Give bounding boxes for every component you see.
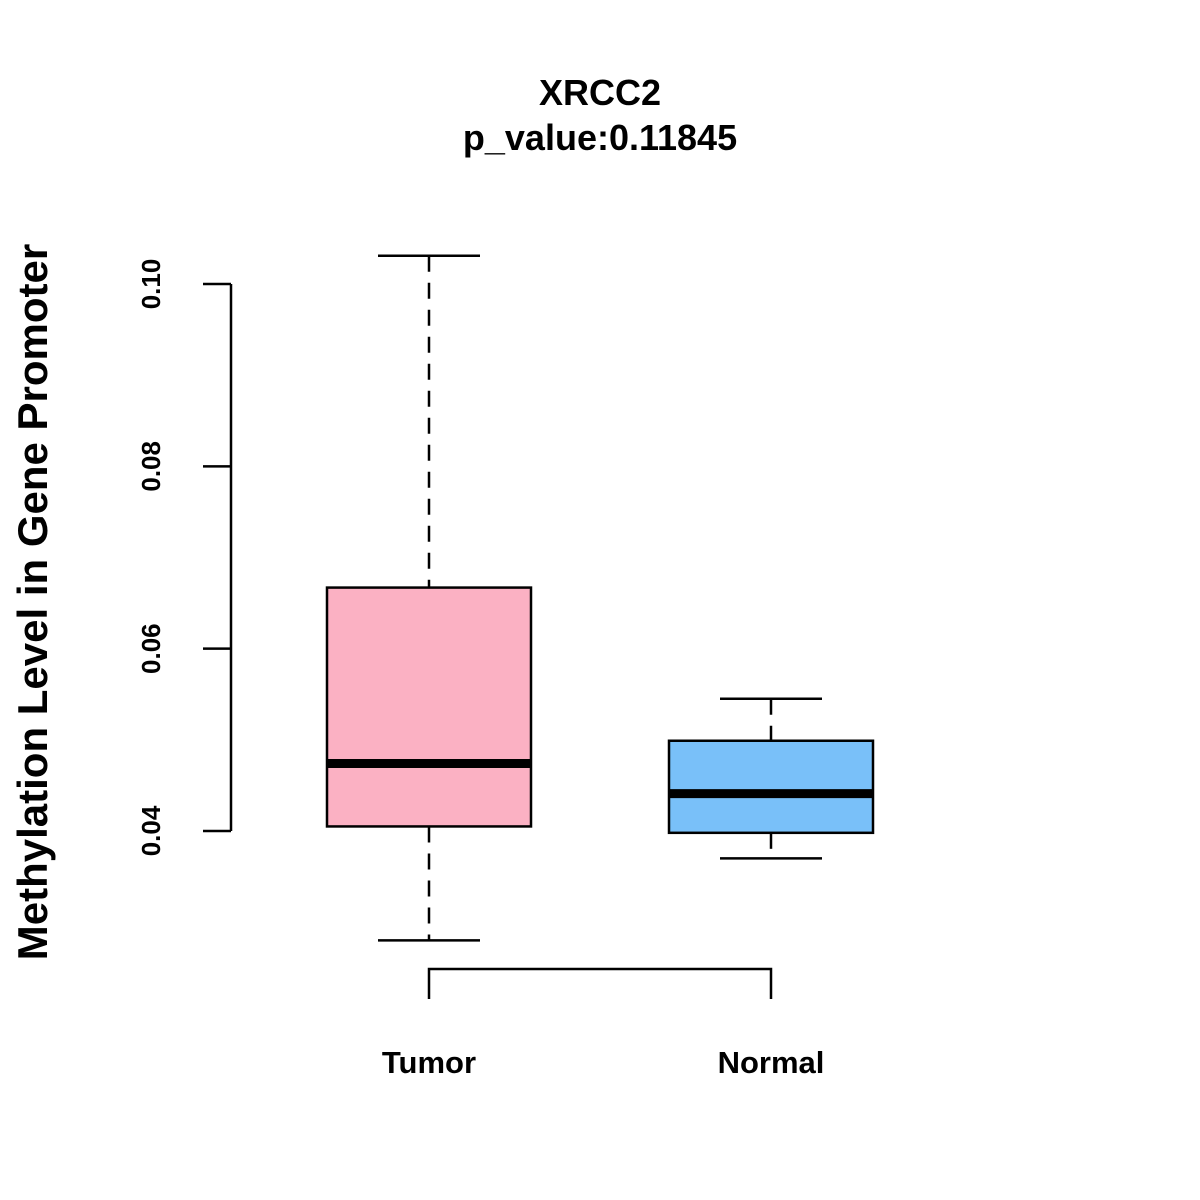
y-tick-label: 0.06 (136, 623, 166, 674)
box-tumor (325, 586, 533, 828)
chart-title: XRCC2 (539, 72, 661, 113)
chart-subtitle: p_value:0.11845 (463, 117, 737, 158)
box-normal (667, 739, 875, 835)
bracket-line (427, 967, 773, 999)
y-tick-label: 0.08 (136, 441, 166, 492)
y-tick-label: 0.04 (136, 805, 166, 856)
boxes-group (325, 254, 875, 942)
x-category-label: Tumor (382, 1045, 476, 1080)
y-axis-label: Methylation Level in Gene Promoter (9, 244, 56, 960)
y-axis: 0.04 0.06 0.08 0.10 (136, 259, 233, 856)
x-category-label: Normal (718, 1045, 825, 1080)
x-categories: Tumor Normal (382, 1045, 824, 1080)
comparison-bracket (427, 967, 773, 999)
y-tick-label: 0.10 (136, 259, 166, 310)
